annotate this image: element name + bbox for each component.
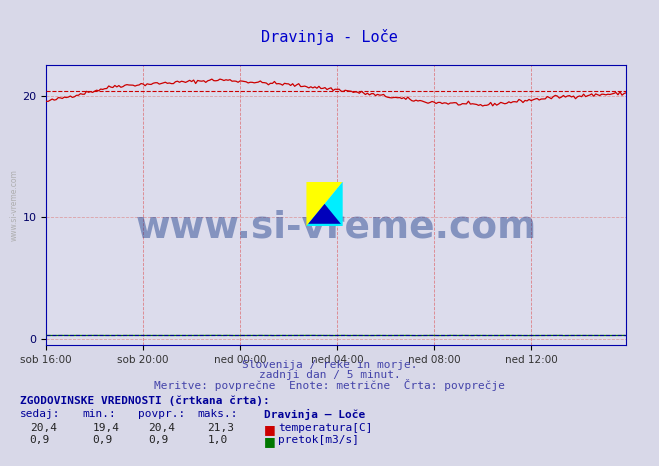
Text: ■: ■	[264, 435, 275, 448]
Text: 0,9: 0,9	[92, 435, 113, 445]
Text: povpr.:: povpr.:	[138, 409, 186, 419]
Text: pretok[m3/s]: pretok[m3/s]	[278, 435, 359, 445]
Text: 19,4: 19,4	[92, 423, 119, 432]
Text: 20,4: 20,4	[30, 423, 57, 432]
Text: maks.:: maks.:	[198, 409, 238, 419]
Text: 21,3: 21,3	[208, 423, 235, 432]
Text: Meritve: povprečne  Enote: metrične  Črta: povprečje: Meritve: povprečne Enote: metrične Črta:…	[154, 379, 505, 391]
Text: zadnji dan / 5 minut.: zadnji dan / 5 minut.	[258, 370, 401, 379]
Text: ■: ■	[264, 423, 275, 436]
Polygon shape	[306, 182, 343, 226]
Text: Slovenija / reke in morje.: Slovenija / reke in morje.	[242, 360, 417, 370]
Text: 1,0: 1,0	[208, 435, 228, 445]
Text: ZGODOVINSKE VREDNOSTI (črtkana črta):: ZGODOVINSKE VREDNOSTI (črtkana črta):	[20, 395, 270, 406]
Text: 20,4: 20,4	[148, 423, 175, 432]
Text: 0,9: 0,9	[148, 435, 169, 445]
Text: 0,9: 0,9	[30, 435, 50, 445]
Text: min.:: min.:	[82, 409, 116, 419]
Text: sedaj:: sedaj:	[20, 409, 60, 419]
Text: www.si-vreme.com: www.si-vreme.com	[136, 209, 536, 246]
Text: Dravinja - Loče: Dravinja - Loče	[261, 29, 398, 45]
Polygon shape	[308, 204, 341, 224]
Text: www.si-vreme.com: www.si-vreme.com	[10, 169, 18, 241]
Text: Dravinja – Loče: Dravinja – Loče	[264, 409, 365, 420]
Text: temperatura[C]: temperatura[C]	[278, 423, 372, 432]
Polygon shape	[306, 182, 343, 226]
